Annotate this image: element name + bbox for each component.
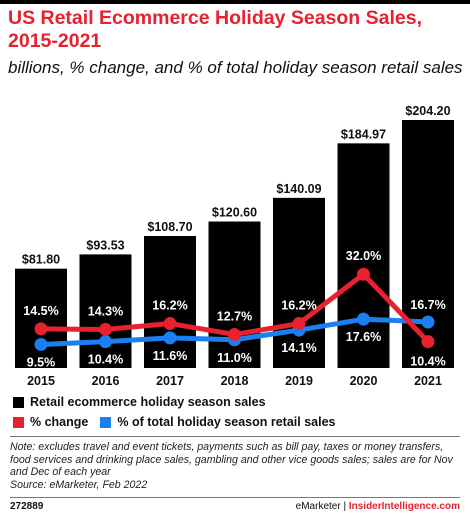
share-point-2016 [99, 335, 112, 349]
share-value-label-2018: 11.0% [217, 351, 252, 365]
lines-layer: 14.5% 14.3% 16.2% 12.7% 16.2% 32.0% 10.4% 9.5% 1… [23, 249, 445, 369]
share-value-label-2020: 17.6% [346, 330, 381, 344]
change-point-2016 [99, 322, 112, 336]
note-text: Note: excludes travel and event tickets,… [10, 441, 453, 478]
share-point-2020 [357, 312, 370, 326]
change-value-label-2020: 32.0% [346, 249, 381, 263]
change-value-label-2016: 14.3% [88, 304, 123, 318]
legend-swatch-change [13, 416, 24, 428]
chart-id: 272889 [10, 501, 44, 512]
x-tick-label-2018: 2018 [221, 374, 249, 388]
change-value-label-2019: 16.2% [281, 299, 316, 313]
share-point-2017 [163, 331, 177, 345]
brand-insider-intelligence: InsiderIntelligence.com [348, 501, 460, 512]
brand-separator: | [343, 501, 347, 512]
x-tick-label-2019: 2019 [285, 374, 313, 388]
x-tick-labels-layer: 2015 2016 2017 2018 2019 2020 2021 [27, 374, 442, 388]
bar-value-label-2018: $120.60 [212, 206, 257, 220]
top-rule [0, 0, 470, 4]
bar-value-label-2019: $140.09 [276, 182, 321, 196]
x-tick-label-2016: 2016 [92, 374, 120, 388]
bar-value-label-2020: $184.97 [341, 127, 386, 141]
bar-value-label-2021: $204.20 [405, 104, 450, 118]
change-point-2015 [34, 322, 48, 336]
combo-chart: $81.80 $93.53 $108.70 $120.60 $140.09 $184.97… [15, 104, 454, 388]
change-point-2018 [228, 327, 241, 341]
footer-credit: eMarketer | InsiderIntelligence.com [296, 501, 460, 512]
bar-2021 [402, 120, 454, 368]
legend-label-share: % of total holiday season retail sales [117, 415, 336, 429]
change-point-2021 [421, 335, 435, 349]
x-tick-label-2017: 2017 [156, 374, 184, 388]
legend-label-bars: Retail ecommerce holiday season sales [30, 395, 266, 409]
change-value-label-2017: 16.2% [152, 299, 187, 313]
bar-value-label-2016: $93.53 [86, 238, 124, 252]
change-value-label-2015: 14.5% [23, 304, 58, 318]
note-divider [10, 436, 460, 437]
change-point-2019 [292, 317, 306, 331]
bar-2019 [273, 197, 325, 368]
share-value-label-2019: 14.1% [281, 341, 316, 355]
bar-value-label-2017: $108.70 [147, 220, 192, 234]
footer-divider [10, 497, 460, 498]
brand-emarketer: eMarketer [295, 501, 341, 512]
change-point-2020 [357, 267, 370, 281]
legend-swatch-bars [13, 396, 24, 408]
x-tick-label-2015: 2015 [27, 374, 55, 388]
share-value-label-2021: 16.7% [410, 298, 445, 312]
bar-2017 [144, 235, 196, 368]
legend-label-change: % change [30, 415, 89, 429]
change-value-label-2021: 10.4% [410, 355, 445, 369]
chart-note: Note: excludes travel and event tickets,… [10, 441, 462, 491]
legend-item-bars: Retail ecommerce holiday season sales [13, 395, 266, 409]
bar-labels-layer: $81.80 $93.53 $108.70 $120.60 $140.09 $184.97… [22, 104, 451, 267]
change-point-2017 [163, 317, 177, 331]
source-text: Source: eMarketer, Feb 2022 [10, 478, 148, 491]
legend-item-share: % of total holiday season retail sales [100, 415, 336, 429]
bar-value-label-2015: $81.80 [22, 253, 60, 267]
legend-swatch-share [100, 416, 112, 428]
chart-title: US Retail Ecommerce Holiday Season Sales… [8, 7, 423, 52]
share-value-label-2015: 9.5% [27, 355, 56, 369]
bar-2020 [337, 143, 390, 368]
bar-2016 [79, 254, 132, 368]
bars-layer [15, 120, 454, 368]
legend-row-lines: % change % of total holiday season retai… [13, 414, 348, 430]
share-value-label-2017: 11.6% [153, 349, 188, 363]
share-point-2021 [421, 315, 435, 329]
change-value-label-2018: 12.7% [217, 309, 252, 323]
share-point-2015 [34, 337, 48, 351]
chart-subtitle: billions, % change, and % of total holid… [8, 58, 463, 77]
legend-row-bars: Retail ecommerce holiday season sales [13, 394, 278, 410]
bar-2015 [15, 268, 67, 368]
x-tick-label-2021: 2021 [414, 374, 442, 388]
legend-item-change: % change [13, 415, 88, 429]
x-tick-label-2020: 2020 [350, 374, 378, 388]
share-value-label-2016: 10.4% [88, 353, 123, 367]
